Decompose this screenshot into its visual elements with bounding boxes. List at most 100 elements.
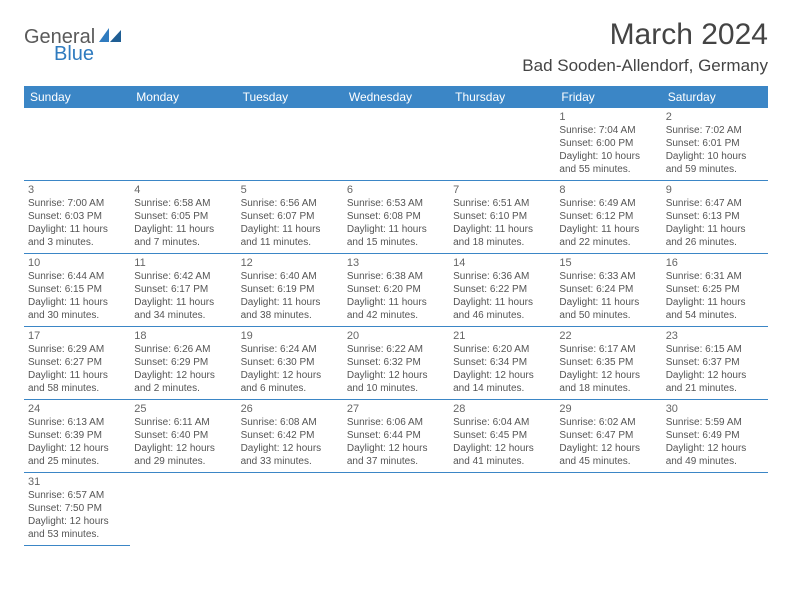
calendar-cell xyxy=(449,473,555,546)
calendar-cell xyxy=(24,108,130,181)
sunrise-text: Sunrise: 6:51 AM xyxy=(453,197,551,210)
day-info: Sunrise: 6:08 AMSunset: 6:42 PMDaylight:… xyxy=(241,416,339,468)
sunset-text: Sunset: 6:40 PM xyxy=(134,429,232,442)
day-info: Sunrise: 6:36 AMSunset: 6:22 PMDaylight:… xyxy=(453,270,551,322)
calendar-cell: 22Sunrise: 6:17 AMSunset: 6:35 PMDayligh… xyxy=(555,327,661,400)
sunset-text: Sunset: 6:45 PM xyxy=(453,429,551,442)
day-info: Sunrise: 6:06 AMSunset: 6:44 PMDaylight:… xyxy=(347,416,445,468)
sunrise-text: Sunrise: 6:36 AM xyxy=(453,270,551,283)
daylight-text: Daylight: 11 hours and 30 minutes. xyxy=(28,296,126,322)
sunset-text: Sunset: 6:49 PM xyxy=(666,429,764,442)
sunrise-text: Sunrise: 6:22 AM xyxy=(347,343,445,356)
day-info: Sunrise: 6:22 AMSunset: 6:32 PMDaylight:… xyxy=(347,343,445,395)
sunset-text: Sunset: 6:32 PM xyxy=(347,356,445,369)
day-number: 4 xyxy=(134,184,232,196)
calendar-cell: 2Sunrise: 7:02 AMSunset: 6:01 PMDaylight… xyxy=(662,108,768,181)
day-number: 3 xyxy=(28,184,126,196)
day-number: 19 xyxy=(241,330,339,342)
weekday-header: Sunday xyxy=(24,86,130,108)
daylight-text: Daylight: 11 hours and 42 minutes. xyxy=(347,296,445,322)
daylight-text: Daylight: 12 hours and 53 minutes. xyxy=(28,515,126,541)
weekday-header: Wednesday xyxy=(343,86,449,108)
daylight-text: Daylight: 12 hours and 25 minutes. xyxy=(28,442,126,468)
calendar-cell: 28Sunrise: 6:04 AMSunset: 6:45 PMDayligh… xyxy=(449,400,555,473)
sunset-text: Sunset: 6:19 PM xyxy=(241,283,339,296)
sunset-text: Sunset: 6:42 PM xyxy=(241,429,339,442)
calendar-cell: 1Sunrise: 7:04 AMSunset: 6:00 PMDaylight… xyxy=(555,108,661,181)
day-number: 10 xyxy=(28,257,126,269)
sunset-text: Sunset: 7:50 PM xyxy=(28,502,126,515)
calendar-cell: 15Sunrise: 6:33 AMSunset: 6:24 PMDayligh… xyxy=(555,254,661,327)
calendar-cell xyxy=(343,108,449,181)
sunset-text: Sunset: 6:12 PM xyxy=(559,210,657,223)
calendar-cell: 18Sunrise: 6:26 AMSunset: 6:29 PMDayligh… xyxy=(130,327,236,400)
calendar-cell: 27Sunrise: 6:06 AMSunset: 6:44 PMDayligh… xyxy=(343,400,449,473)
daylight-text: Daylight: 12 hours and 33 minutes. xyxy=(241,442,339,468)
calendar-cell: 29Sunrise: 6:02 AMSunset: 6:47 PMDayligh… xyxy=(555,400,661,473)
calendar-cell xyxy=(237,108,343,181)
calendar-cell xyxy=(237,473,343,546)
calendar-cell xyxy=(662,473,768,546)
daylight-text: Daylight: 11 hours and 3 minutes. xyxy=(28,223,126,249)
logo: General Blue xyxy=(24,26,123,64)
day-number: 7 xyxy=(453,184,551,196)
day-number: 31 xyxy=(28,476,126,488)
calendar-cell: 11Sunrise: 6:42 AMSunset: 6:17 PMDayligh… xyxy=(130,254,236,327)
sunrise-text: Sunrise: 6:49 AM xyxy=(559,197,657,210)
calendar-cell: 30Sunrise: 5:59 AMSunset: 6:49 PMDayligh… xyxy=(662,400,768,473)
weekday-header-row: Sunday Monday Tuesday Wednesday Thursday… xyxy=(24,86,768,108)
calendar-cell xyxy=(130,473,236,546)
day-number: 14 xyxy=(453,257,551,269)
sunrise-text: Sunrise: 6:58 AM xyxy=(134,197,232,210)
sunset-text: Sunset: 6:39 PM xyxy=(28,429,126,442)
daylight-text: Daylight: 10 hours and 55 minutes. xyxy=(559,150,657,176)
daylight-text: Daylight: 11 hours and 18 minutes. xyxy=(453,223,551,249)
day-number: 5 xyxy=(241,184,339,196)
sunrise-text: Sunrise: 6:26 AM xyxy=(134,343,232,356)
sunrise-text: Sunrise: 6:02 AM xyxy=(559,416,657,429)
sunrise-text: Sunrise: 6:56 AM xyxy=(241,197,339,210)
calendar-cell: 13Sunrise: 6:38 AMSunset: 6:20 PMDayligh… xyxy=(343,254,449,327)
calendar-cell: 17Sunrise: 6:29 AMSunset: 6:27 PMDayligh… xyxy=(24,327,130,400)
sunrise-text: Sunrise: 7:02 AM xyxy=(666,124,764,137)
sunrise-text: Sunrise: 6:29 AM xyxy=(28,343,126,356)
day-info: Sunrise: 6:13 AMSunset: 6:39 PMDaylight:… xyxy=(28,416,126,468)
calendar-cell: 12Sunrise: 6:40 AMSunset: 6:19 PMDayligh… xyxy=(237,254,343,327)
day-number: 27 xyxy=(347,403,445,415)
calendar-table: Sunday Monday Tuesday Wednesday Thursday… xyxy=(24,86,768,546)
day-number: 30 xyxy=(666,403,764,415)
day-number: 13 xyxy=(347,257,445,269)
day-info: Sunrise: 6:33 AMSunset: 6:24 PMDaylight:… xyxy=(559,270,657,322)
day-info: Sunrise: 6:40 AMSunset: 6:19 PMDaylight:… xyxy=(241,270,339,322)
sunset-text: Sunset: 6:22 PM xyxy=(453,283,551,296)
day-number: 8 xyxy=(559,184,657,196)
day-number: 6 xyxy=(347,184,445,196)
sunrise-text: Sunrise: 6:57 AM xyxy=(28,489,126,502)
logo-text-blue: Blue xyxy=(54,44,123,64)
day-info: Sunrise: 6:24 AMSunset: 6:30 PMDaylight:… xyxy=(241,343,339,395)
day-number: 12 xyxy=(241,257,339,269)
calendar-cell: 26Sunrise: 6:08 AMSunset: 6:42 PMDayligh… xyxy=(237,400,343,473)
daylight-text: Daylight: 11 hours and 58 minutes. xyxy=(28,369,126,395)
daylight-text: Daylight: 11 hours and 34 minutes. xyxy=(134,296,232,322)
day-number: 11 xyxy=(134,257,232,269)
day-info: Sunrise: 6:02 AMSunset: 6:47 PMDaylight:… xyxy=(559,416,657,468)
sunrise-text: Sunrise: 6:44 AM xyxy=(28,270,126,283)
sunrise-text: Sunrise: 7:00 AM xyxy=(28,197,126,210)
sunset-text: Sunset: 6:17 PM xyxy=(134,283,232,296)
day-number: 20 xyxy=(347,330,445,342)
daylight-text: Daylight: 11 hours and 50 minutes. xyxy=(559,296,657,322)
daylight-text: Daylight: 11 hours and 7 minutes. xyxy=(134,223,232,249)
daylight-text: Daylight: 12 hours and 14 minutes. xyxy=(453,369,551,395)
sunrise-text: Sunrise: 6:24 AM xyxy=(241,343,339,356)
day-info: Sunrise: 6:20 AMSunset: 6:34 PMDaylight:… xyxy=(453,343,551,395)
day-info: Sunrise: 6:38 AMSunset: 6:20 PMDaylight:… xyxy=(347,270,445,322)
day-number: 15 xyxy=(559,257,657,269)
calendar-cell: 4Sunrise: 6:58 AMSunset: 6:05 PMDaylight… xyxy=(130,181,236,254)
sunset-text: Sunset: 6:05 PM xyxy=(134,210,232,223)
calendar-cell: 16Sunrise: 6:31 AMSunset: 6:25 PMDayligh… xyxy=(662,254,768,327)
day-number: 9 xyxy=(666,184,764,196)
sunset-text: Sunset: 6:30 PM xyxy=(241,356,339,369)
sunset-text: Sunset: 6:34 PM xyxy=(453,356,551,369)
calendar-cell: 5Sunrise: 6:56 AMSunset: 6:07 PMDaylight… xyxy=(237,181,343,254)
